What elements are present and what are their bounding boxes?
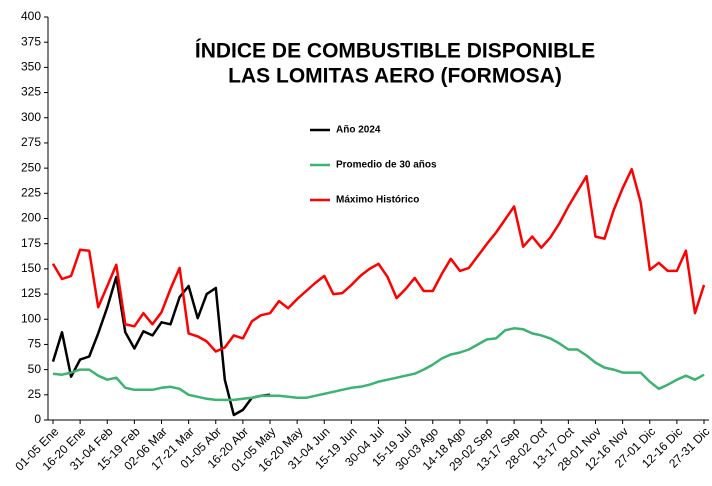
y-tick-label: 0 [34, 412, 41, 426]
y-tick-label: 225 [21, 185, 41, 199]
series-line [51, 167, 706, 353]
y-tick-label: 400 [21, 9, 41, 23]
y-tick-label: 325 [21, 85, 41, 99]
y-tick-label: 350 [21, 60, 41, 74]
y-tick-label: 275 [21, 135, 41, 149]
y-tick-label: 100 [21, 311, 41, 325]
y-tick-label: 175 [21, 236, 41, 250]
y-tick-label: 75 [28, 337, 42, 351]
legend-label: Año 2024 [336, 125, 381, 136]
legend-label: Máximo Histórico [336, 195, 419, 206]
y-tick-label: 50 [28, 362, 42, 376]
y-tick-label: 200 [21, 211, 41, 225]
y-tick-label: 150 [21, 261, 41, 275]
series-line [52, 327, 705, 402]
chart-title: ÍNDICE DE COMBUSTIBLE DISPONIBLE [195, 40, 595, 63]
y-tick-label: 300 [21, 110, 41, 124]
series-line [51, 275, 271, 417]
y-tick-label: 250 [21, 160, 41, 174]
legend-label: Promedio de 30 años [336, 160, 437, 171]
chart-title: LAS LOMITAS AERO (FORMOSA) [228, 65, 562, 88]
y-tick-label: 25 [28, 387, 42, 401]
y-tick-label: 375 [21, 34, 41, 48]
y-tick-label: 125 [21, 286, 41, 300]
